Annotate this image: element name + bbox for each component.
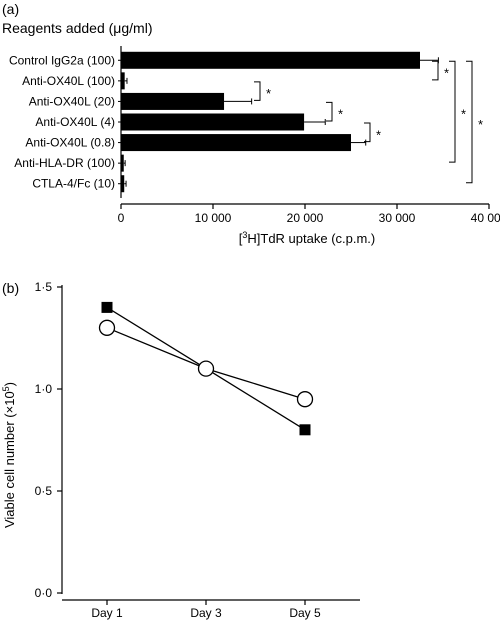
panel-a-significance-star: * [478,117,483,132]
panel-a-x-tick-label: 30 000 [379,211,416,225]
panel-a-label: (a) [2,1,19,17]
panel-a-x-axis-label: [3H]TdR uptake (c.p.m.) [239,230,376,246]
panel-a-significance-star: * [461,107,466,122]
panel-a-title: Reagents added (μg/ml) [2,20,152,36]
panel-a-category-label: Control IgG2a (100) [9,53,115,67]
panel-b-label: (b) [2,280,19,296]
panel-a-bar [121,92,225,110]
panel-a-significance-star: * [266,86,271,101]
panel-b-y-axis-label: Viable cell number (×105) [1,382,17,528]
panel-a-category-label: CTLA-4/Fc (10) [32,177,115,191]
panel-a-significance-star: * [338,107,343,122]
panel-b-circle-marker [296,391,314,408]
panel-a-category-label: Anti-OX40L (20) [29,94,115,108]
panel-b-circle-marker [197,360,215,377]
panel-b-line-chart: (b) Viable cell number (×105) 0·0 0·5 1·0 1… [1,280,360,620]
panel-a-significance-bracket [364,122,371,143]
panel-a-bar [121,154,124,172]
panel-a-significance-bracket [449,60,456,163]
panel-b-square-marker [299,424,311,436]
panel-a-significance-bracket [466,60,473,184]
panel-b-x-tick-label: Day 3 [190,606,222,620]
panel-a-category-label: Anti-HLA-DR (100) [14,156,115,170]
panel-b-circle-marker [98,319,116,336]
panel-a-x-tick-label: 0 [118,211,125,225]
panel-a-bar [121,51,420,69]
panel-a-category-label: Anti-OX40L (100) [22,74,115,88]
panel-a-bar-chart: (a) Reagents added (μg/ml) [3H]TdR uptak… [2,1,500,246]
panel-b-y-tick-label: 0·5 [35,484,53,498]
panel-b-x-tick-label: Day 5 [289,606,321,620]
panel-a-significance-bracket [326,101,333,122]
panel-a-bar [121,72,125,90]
panel-a-category-label: Anti-OX40L (0.8) [25,136,115,150]
panel-b-square-marker [101,301,113,313]
panel-b-y-tick-label: 1·0 [35,382,53,396]
panel-a-significance-bracket [254,81,261,101]
panel-a-x-tick-label: 20 000 [287,211,324,225]
panel-a-bar [121,134,351,152]
panel-a-significance-star: * [376,127,381,142]
panel-a-x-tick-label: 40 000 [471,211,500,225]
panel-a-bar [121,113,305,131]
panel-a-category-label: Anti-OX40L (4) [35,115,115,129]
panel-b-x-tick-label: Day 1 [91,606,123,620]
panel-a-significance-bracket [432,60,439,81]
panel-a-significance-star: * [444,66,449,81]
panel-b-y-tick-label: 1·5 [35,280,53,294]
panel-a-bar [121,175,125,193]
panel-a-x-tick-label: 10 000 [195,211,232,225]
panel-b-y-tick-label: 0·0 [35,586,53,600]
